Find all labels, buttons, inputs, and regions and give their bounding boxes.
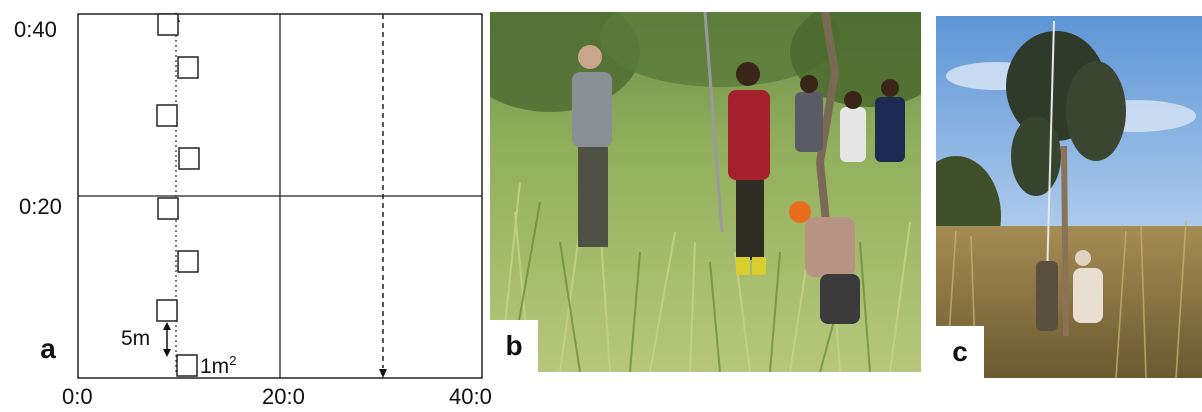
field-survey-photo: b (490, 12, 921, 372)
x-tick-label-left: 0:0 (62, 384, 93, 409)
quadrat (156, 104, 178, 127)
tree-photo-illustration (936, 16, 1202, 378)
quadrat (177, 250, 199, 273)
field-survey-photo-illustration (490, 12, 921, 372)
plot-layout-svg (77, 12, 483, 379)
y-tick-label-middle: 0:20 (19, 194, 62, 219)
quadrat (177, 56, 199, 79)
quadrat (157, 13, 179, 36)
panel-letter-b: b (490, 320, 538, 372)
panel-letter-a: a (24, 326, 72, 372)
quadrat (156, 299, 178, 322)
plot-layout-diagram: 0:40 0:20 0:0 20:0 40:0 5m 1m2 a (0, 0, 500, 412)
quadrat (157, 197, 179, 220)
x-tick-label-right: 40:0 (449, 384, 492, 409)
tree-photo: c (936, 16, 1202, 378)
transect-arrow-down-icon (379, 369, 387, 378)
quadrat-size-exponent: 2 (229, 353, 237, 368)
panel-letter-c: c (936, 326, 984, 378)
spacing-arrow-up-icon (163, 322, 171, 330)
quadrat (176, 354, 198, 377)
quadrat-size-label: 1m2 (200, 353, 236, 379)
x-tick-label-middle: 20:0 (262, 384, 305, 409)
spacing-label: 5m (121, 327, 151, 350)
y-tick-label-top: 0:40 (14, 17, 57, 42)
quadrat (178, 147, 200, 170)
spacing-arrow-down-icon (163, 349, 171, 357)
quadrat-size-text: 1m (200, 355, 230, 378)
